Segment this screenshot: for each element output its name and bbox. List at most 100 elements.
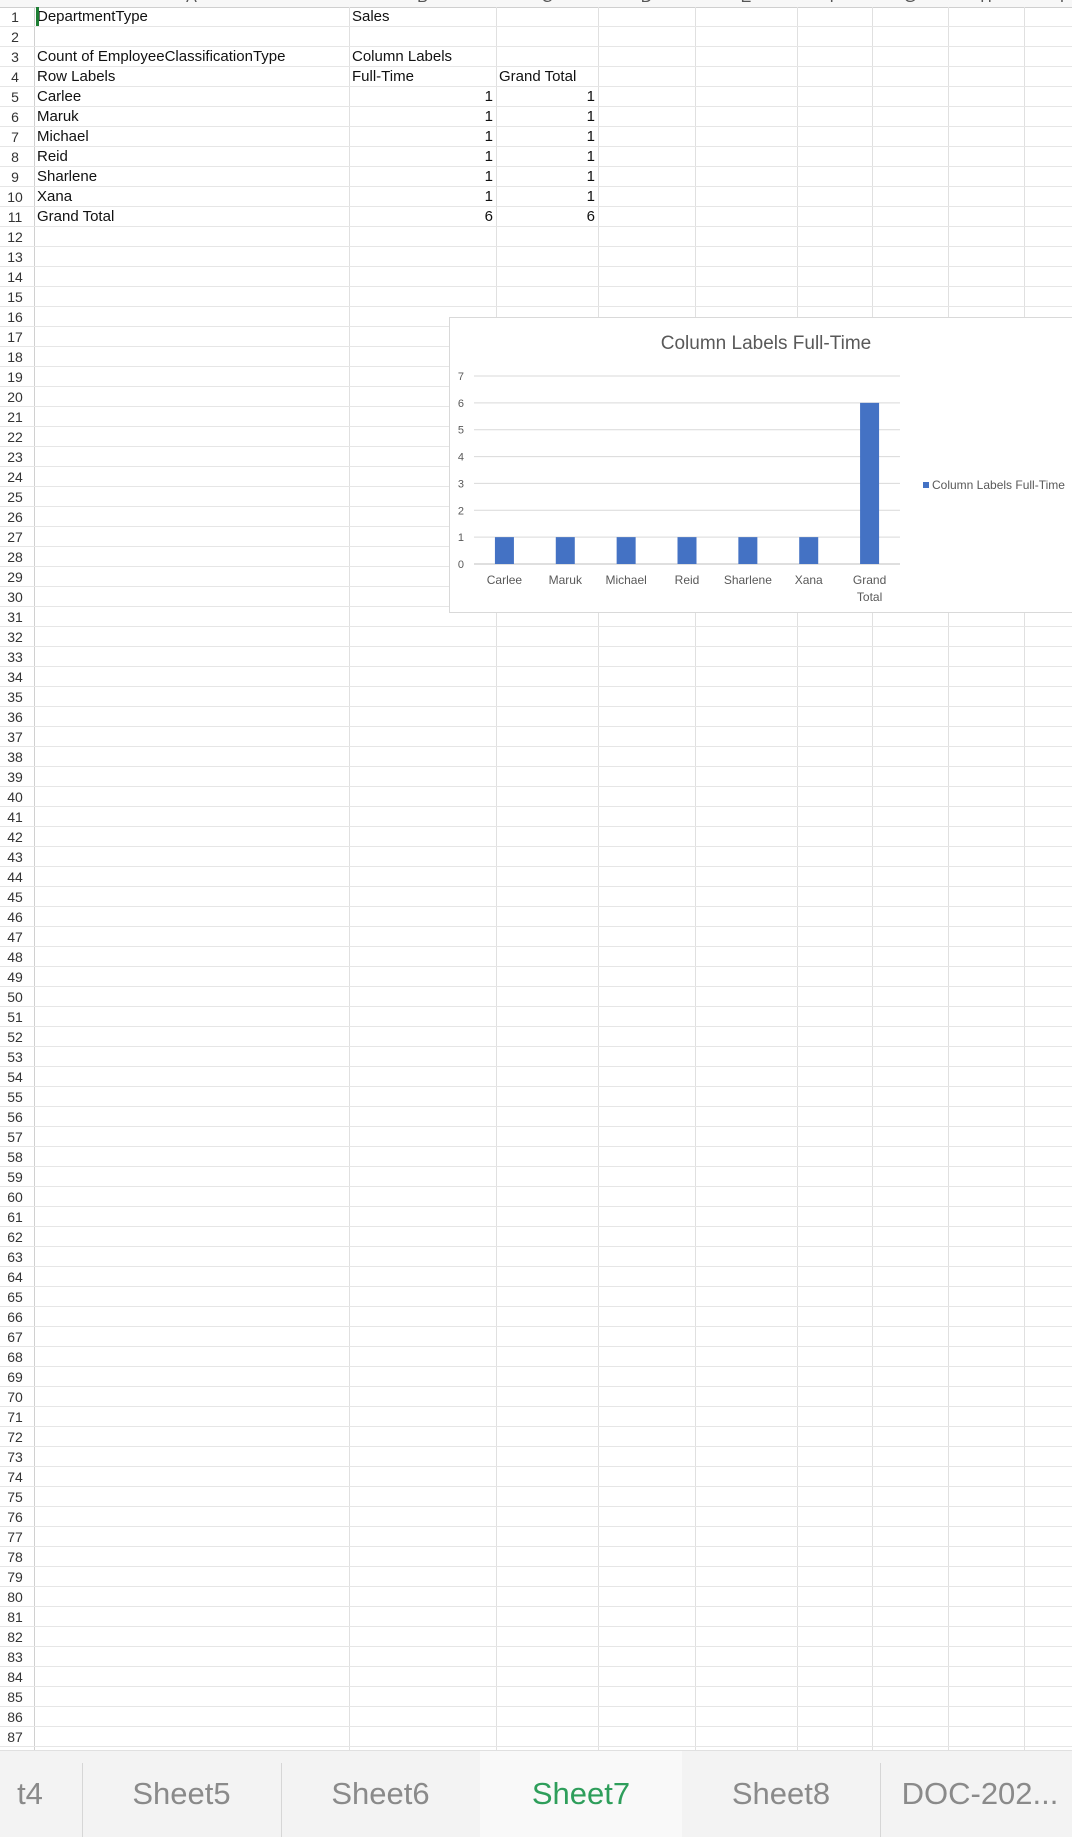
- row-number-20[interactable]: 20: [7, 389, 23, 405]
- row-number-55[interactable]: 55: [7, 1089, 23, 1105]
- column-header-bar[interactable]: ABCDEFGHI: [0, 0, 1072, 8]
- row-number-28[interactable]: 28: [7, 549, 23, 565]
- row-number-37[interactable]: 37: [7, 729, 23, 745]
- row-number-69[interactable]: 69: [7, 1369, 23, 1385]
- sheet-tab-sheet7[interactable]: Sheet7: [480, 1751, 682, 1837]
- column-header-f[interactable]: F: [797, 0, 872, 7]
- cell-b3[interactable]: Column Labels: [352, 48, 453, 65]
- row-number-8[interactable]: 8: [11, 149, 19, 165]
- row-number-33[interactable]: 33: [7, 649, 23, 665]
- cell-a8[interactable]: Reid: [37, 148, 68, 165]
- row-number-42[interactable]: 42: [7, 829, 23, 845]
- cell-b5[interactable]: 1: [484, 88, 493, 105]
- row-number-64[interactable]: 64: [7, 1269, 23, 1285]
- row-number-80[interactable]: 80: [7, 1589, 23, 1605]
- cell-b8[interactable]: 1: [484, 148, 493, 165]
- row-number-40[interactable]: 40: [7, 789, 23, 805]
- row-number-32[interactable]: 32: [7, 629, 23, 645]
- pivot-chart[interactable]: Column Labels Full-Time 0 1 2 3 4 5 6 7 Carlee Mar…: [449, 317, 1072, 613]
- row-number-3[interactable]: 3: [11, 49, 19, 65]
- row-number-54[interactable]: 54: [7, 1069, 23, 1085]
- row-number-58[interactable]: 58: [7, 1149, 23, 1165]
- row-number-59[interactable]: 59: [7, 1169, 23, 1185]
- row-number-51[interactable]: 51: [7, 1009, 23, 1025]
- cell-a7[interactable]: Michael: [37, 128, 89, 145]
- cell-b10[interactable]: 1: [484, 188, 493, 205]
- row-number-67[interactable]: 67: [7, 1329, 23, 1345]
- column-header-h[interactable]: H: [948, 0, 1024, 7]
- row-number-85[interactable]: 85: [7, 1689, 23, 1705]
- row-number-66[interactable]: 66: [7, 1309, 23, 1325]
- spreadsheet-grid[interactable]: ABCDEFGHI 123456789101112131415161718192…: [0, 0, 1072, 1750]
- row-number-75[interactable]: 75: [7, 1489, 23, 1505]
- row-number-61[interactable]: 61: [7, 1209, 23, 1225]
- cell-c10[interactable]: 1: [586, 188, 595, 205]
- row-number-43[interactable]: 43: [7, 849, 23, 865]
- row-number-50[interactable]: 50: [7, 989, 23, 1005]
- row-number-4[interactable]: 4: [11, 69, 19, 85]
- cell-a6[interactable]: Maruk: [37, 108, 79, 125]
- row-number-5[interactable]: 5: [11, 89, 19, 105]
- row-number-30[interactable]: 30: [7, 589, 23, 605]
- row-number-6[interactable]: 6: [11, 109, 19, 125]
- row-number-72[interactable]: 72: [7, 1429, 23, 1445]
- sheet-tab-sheet8[interactable]: Sheet8: [731, 1776, 831, 1811]
- row-number-36[interactable]: 36: [7, 709, 23, 725]
- row-number-2[interactable]: 2: [11, 29, 19, 45]
- row-number-16[interactable]: 16: [7, 309, 23, 325]
- sheet-tab-t4[interactable]: t4: [17, 1776, 43, 1811]
- row-number-24[interactable]: 24: [7, 469, 23, 485]
- row-number-12[interactable]: 12: [7, 229, 23, 245]
- column-header-b[interactable]: B: [349, 0, 496, 7]
- cell-a5[interactable]: Carlee: [37, 88, 82, 105]
- row-number-76[interactable]: 76: [7, 1509, 23, 1525]
- row-number-57[interactable]: 57: [7, 1129, 23, 1145]
- cell-b4[interactable]: Full-Time: [352, 68, 414, 85]
- row-number-44[interactable]: 44: [7, 869, 23, 885]
- cell-b1[interactable]: Sales: [352, 8, 390, 25]
- row-number-65[interactable]: 65: [7, 1289, 23, 1305]
- cell-a9[interactable]: Sharlene: [37, 168, 98, 185]
- row-number-1[interactable]: 1: [11, 9, 19, 25]
- row-number-14[interactable]: 14: [7, 269, 23, 285]
- column-header-g[interactable]: G: [872, 0, 948, 7]
- sheet-tab-sheet5[interactable]: Sheet5: [132, 1776, 231, 1811]
- row-number-15[interactable]: 15: [7, 289, 23, 305]
- row-number-87[interactable]: 87: [7, 1729, 23, 1745]
- row-number-68[interactable]: 68: [7, 1349, 23, 1365]
- row-number-49[interactable]: 49: [7, 969, 23, 985]
- row-number-70[interactable]: 70: [7, 1389, 23, 1405]
- row-number-77[interactable]: 77: [7, 1529, 23, 1545]
- cell-a10[interactable]: Xana: [37, 188, 73, 205]
- row-number-46[interactable]: 46: [7, 909, 23, 925]
- column-header-c[interactable]: C: [496, 0, 598, 7]
- row-number-34[interactable]: 34: [7, 669, 23, 685]
- row-number-22[interactable]: 22: [7, 429, 23, 445]
- row-number-84[interactable]: 84: [7, 1669, 23, 1685]
- row-number-48[interactable]: 48: [7, 949, 23, 965]
- row-number-10[interactable]: 10: [7, 189, 23, 205]
- sheet-tab-sheet6[interactable]: Sheet6: [331, 1776, 430, 1811]
- row-number-71[interactable]: 71: [7, 1409, 23, 1425]
- row-number-18[interactable]: 18: [7, 349, 23, 365]
- sheet-tab-doc-202-[interactable]: DOC-202...: [901, 1776, 1059, 1811]
- cell-c11[interactable]: 6: [586, 208, 595, 225]
- row-number-13[interactable]: 13: [7, 249, 23, 265]
- row-number-56[interactable]: 56: [7, 1109, 23, 1125]
- cell-b6[interactable]: 1: [484, 108, 493, 125]
- row-number-52[interactable]: 52: [7, 1029, 23, 1045]
- cell-c5[interactable]: 1: [586, 88, 595, 105]
- cell-b7[interactable]: 1: [484, 128, 493, 145]
- row-number-74[interactable]: 74: [7, 1469, 23, 1485]
- row-number-73[interactable]: 73: [7, 1449, 23, 1465]
- row-number-7[interactable]: 7: [11, 129, 19, 145]
- row-number-31[interactable]: 31: [7, 609, 23, 625]
- row-number-88[interactable]: 88: [0, 1747, 30, 1750]
- row-number-19[interactable]: 19: [7, 369, 23, 385]
- row-number-45[interactable]: 45: [7, 889, 23, 905]
- row-number-39[interactable]: 39: [7, 769, 23, 785]
- cell-c4[interactable]: Grand Total: [499, 68, 577, 85]
- row-number-78[interactable]: 78: [7, 1549, 23, 1565]
- row-number-11[interactable]: 11: [7, 209, 23, 225]
- column-header-d[interactable]: D: [598, 0, 695, 7]
